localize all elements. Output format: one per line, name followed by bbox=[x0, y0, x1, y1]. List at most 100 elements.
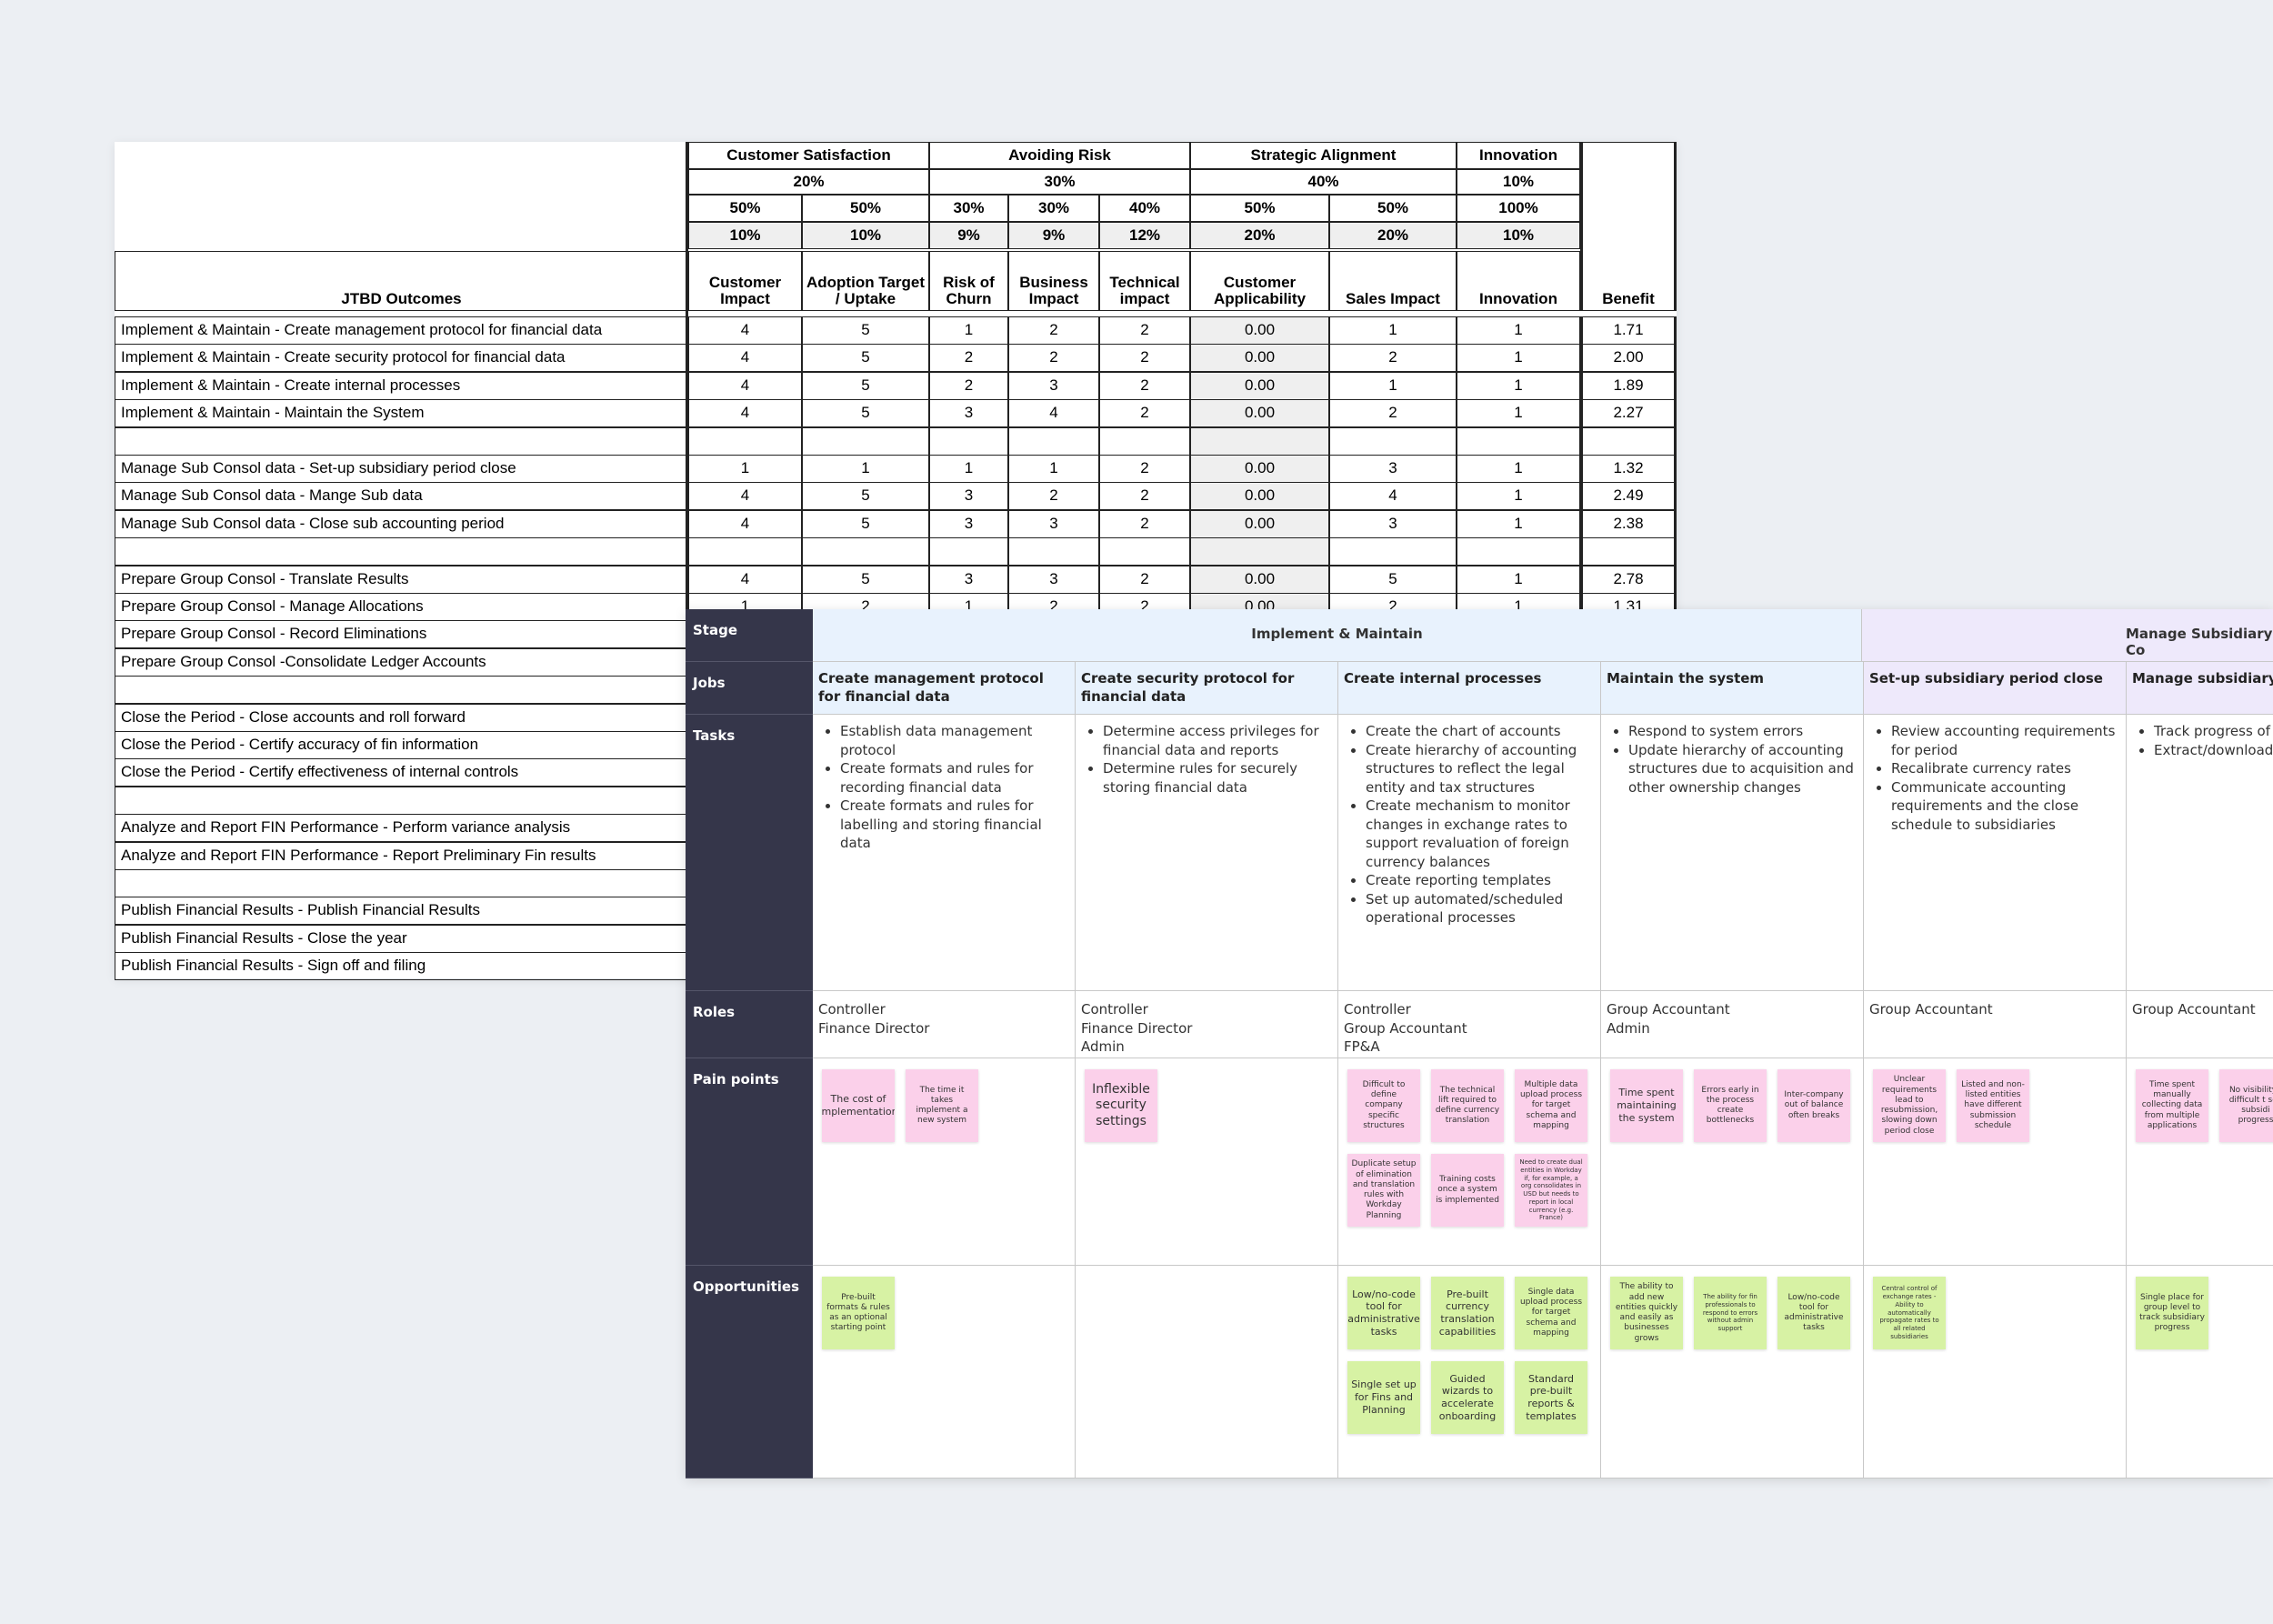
score-cell[interactable]: 4 bbox=[688, 482, 802, 510]
outcome-cell[interactable] bbox=[115, 427, 688, 456]
pain-point-sticky-note[interactable]: No visibility / difficult t see subsidi … bbox=[2219, 1069, 2273, 1142]
effective-weight[interactable]: 10% bbox=[688, 222, 802, 249]
score-cell[interactable]: 1 bbox=[1457, 455, 1580, 483]
score-cell[interactable] bbox=[688, 537, 802, 566]
score-cell[interactable] bbox=[1008, 427, 1099, 456]
score-cell[interactable]: 2 bbox=[1008, 482, 1099, 510]
score-cell[interactable]: 2 bbox=[1099, 455, 1190, 483]
score-cell[interactable]: 3 bbox=[1008, 566, 1099, 594]
outcome-cell[interactable]: Close the Period - Close accounts and ro… bbox=[115, 704, 688, 732]
score-cell[interactable] bbox=[688, 427, 802, 456]
score-cell[interactable]: 1 bbox=[802, 455, 929, 483]
outcome-cell[interactable]: Implement & Maintain - Create security p… bbox=[115, 344, 688, 372]
score-cell[interactable]: 1 bbox=[1457, 316, 1580, 345]
score-cell[interactable]: 3 bbox=[929, 566, 1008, 594]
score-cell[interactable]: 5 bbox=[802, 344, 929, 372]
score-cell[interactable]: 1.71 bbox=[1580, 316, 1677, 345]
column-header[interactable]: Adoption Target / Uptake bbox=[802, 251, 929, 311]
score-cell[interactable]: 5 bbox=[802, 482, 929, 510]
outcome-cell[interactable] bbox=[115, 676, 688, 704]
opportunity-sticky-note[interactable]: Single set up for Fins and Planning bbox=[1347, 1361, 1420, 1434]
column-header[interactable]: Innovation bbox=[1457, 251, 1580, 311]
score-cell[interactable]: 4 bbox=[688, 316, 802, 345]
score-cell[interactable]: 2 bbox=[1008, 316, 1099, 345]
outcome-cell[interactable]: Implement & Maintain - Create internal p… bbox=[115, 372, 688, 400]
score-cell[interactable] bbox=[1580, 427, 1677, 456]
outcome-cell[interactable] bbox=[115, 869, 688, 897]
job-title[interactable]: Manage subsidiary da bbox=[2127, 662, 2273, 715]
outcome-cell[interactable]: Publish Financial Results - Close the ye… bbox=[115, 925, 688, 953]
column-header[interactable]: Business Impact bbox=[1008, 251, 1099, 311]
category-header[interactable]: Innovation bbox=[1457, 142, 1580, 169]
opportunity-sticky-note[interactable]: Low/no-code tool for administrative task… bbox=[1347, 1277, 1420, 1349]
category-header[interactable]: Strategic Alignment bbox=[1190, 142, 1457, 169]
score-cell[interactable]: 2 bbox=[1099, 344, 1190, 372]
effective-weight[interactable]: 9% bbox=[929, 222, 1008, 249]
score-cell[interactable]: 1 bbox=[1008, 455, 1099, 483]
effective-weight[interactable]: 12% bbox=[1099, 222, 1190, 249]
score-cell[interactable]: 4 bbox=[688, 372, 802, 400]
score-cell[interactable]: 3 bbox=[1329, 455, 1457, 483]
sub-weight[interactable]: 100% bbox=[1457, 195, 1580, 222]
outcome-cell[interactable]: Analyze and Report FIN Performance - Rep… bbox=[115, 842, 688, 870]
pain-point-sticky-note[interactable]: Training costs once a system is implemen… bbox=[1431, 1154, 1504, 1227]
column-header[interactable]: Customer Impact bbox=[688, 251, 802, 311]
score-cell[interactable]: 0.00 bbox=[1190, 316, 1329, 345]
score-cell[interactable]: 0.00 bbox=[1190, 566, 1329, 594]
category-weight[interactable]: 40% bbox=[1190, 169, 1457, 195]
score-cell[interactable] bbox=[1580, 537, 1677, 566]
score-cell[interactable]: 1 bbox=[1457, 372, 1580, 400]
score-cell[interactable]: 5 bbox=[802, 566, 929, 594]
score-cell[interactable]: 4 bbox=[688, 399, 802, 427]
score-cell[interactable]: 4 bbox=[688, 510, 802, 538]
pain-point-sticky-note[interactable]: Difficult to define company specific str… bbox=[1347, 1069, 1420, 1142]
category-header[interactable]: Customer Satisfaction bbox=[688, 142, 929, 169]
job-title[interactable]: Create management protocol for financial… bbox=[813, 662, 1076, 715]
pain-point-sticky-note[interactable]: Inter-company out of balance often break… bbox=[1777, 1069, 1850, 1142]
pain-point-sticky-note[interactable]: Time spent manually collecting data from… bbox=[2136, 1069, 2208, 1142]
score-cell[interactable]: 3 bbox=[1329, 510, 1457, 538]
pain-point-sticky-note[interactable]: The time it takes implement a new system bbox=[906, 1069, 978, 1142]
score-cell[interactable] bbox=[1457, 537, 1580, 566]
score-cell[interactable] bbox=[929, 427, 1008, 456]
score-cell[interactable]: 5 bbox=[802, 399, 929, 427]
score-cell[interactable]: 2 bbox=[1099, 482, 1190, 510]
score-cell[interactable]: 0.00 bbox=[1190, 482, 1329, 510]
job-title[interactable]: Create internal processes bbox=[1338, 662, 1601, 715]
score-cell[interactable]: 3 bbox=[1008, 372, 1099, 400]
effective-weight[interactable]: 20% bbox=[1329, 222, 1457, 249]
outcome-cell[interactable]: Analyze and Report FIN Performance - Per… bbox=[115, 814, 688, 842]
score-cell[interactable]: 1 bbox=[1457, 566, 1580, 594]
outcome-cell[interactable]: Close the Period - Certify accuracy of f… bbox=[115, 731, 688, 759]
stage-implement-maintain[interactable]: Implement & Maintain bbox=[813, 609, 1862, 662]
outcome-cell[interactable]: Implement & Maintain - Create management… bbox=[115, 316, 688, 345]
opportunity-sticky-note[interactable]: Single place for group level to track su… bbox=[2136, 1277, 2208, 1349]
score-cell[interactable]: 4 bbox=[688, 344, 802, 372]
pain-point-sticky-note[interactable]: Unclear requirements lead to resubmissio… bbox=[1873, 1069, 1946, 1142]
opportunity-sticky-note[interactable]: Standard pre-built reports & templates bbox=[1515, 1361, 1587, 1434]
score-cell[interactable] bbox=[1008, 537, 1099, 566]
score-cell[interactable] bbox=[1099, 427, 1190, 456]
effective-weight[interactable]: 20% bbox=[1190, 222, 1329, 249]
score-cell[interactable] bbox=[1329, 427, 1457, 456]
outcome-cell[interactable]: Manage Sub Consol data - Mange Sub data bbox=[115, 482, 688, 510]
score-cell[interactable]: 2 bbox=[1099, 399, 1190, 427]
category-weight[interactable]: 10% bbox=[1457, 169, 1580, 195]
category-weight[interactable]: 20% bbox=[688, 169, 929, 195]
score-cell[interactable]: 2 bbox=[1329, 399, 1457, 427]
score-cell[interactable]: 0.00 bbox=[1190, 372, 1329, 400]
outcome-cell[interactable] bbox=[115, 537, 688, 566]
column-header[interactable]: Risk of Churn bbox=[929, 251, 1008, 311]
score-cell[interactable]: 1 bbox=[1457, 482, 1580, 510]
sub-weight[interactable]: 50% bbox=[1329, 195, 1457, 222]
score-cell[interactable] bbox=[1190, 537, 1329, 566]
score-cell[interactable]: 2 bbox=[1099, 372, 1190, 400]
sub-weight[interactable]: 30% bbox=[1008, 195, 1099, 222]
score-cell[interactable]: 0.00 bbox=[1190, 510, 1329, 538]
opportunity-sticky-note[interactable]: Single data upload process for target sc… bbox=[1515, 1277, 1587, 1349]
score-cell[interactable] bbox=[929, 537, 1008, 566]
opportunity-sticky-note[interactable]: Central control of exchange rates - Abil… bbox=[1873, 1277, 1946, 1349]
score-cell[interactable]: 2.00 bbox=[1580, 344, 1677, 372]
score-cell[interactable]: 4 bbox=[688, 566, 802, 594]
score-cell[interactable]: 3 bbox=[929, 399, 1008, 427]
